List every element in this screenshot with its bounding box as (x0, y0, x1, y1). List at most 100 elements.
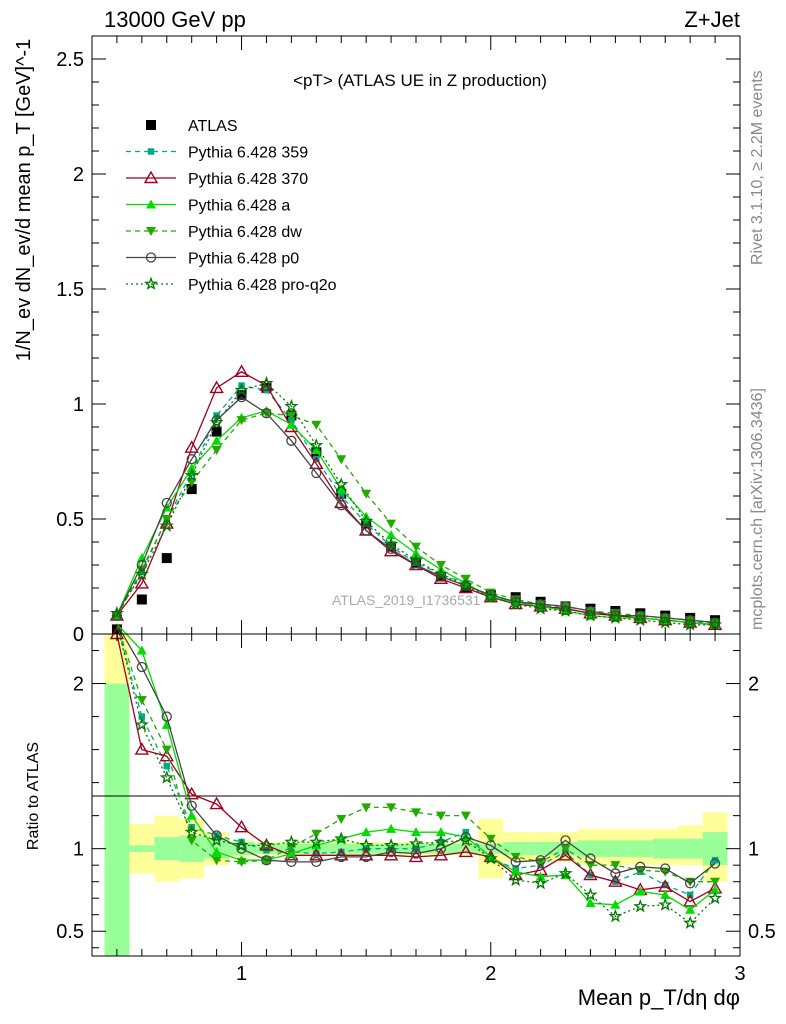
legend-marker-4 (146, 227, 156, 236)
legend-marker-5 (145, 252, 157, 263)
main-point-4-24 (710, 618, 721, 628)
ratio-point-0-24 (711, 856, 719, 864)
main-point-6-3 (184, 467, 199, 482)
legend-marker-6 (143, 276, 159, 290)
ratio-point-1-1 (134, 742, 150, 755)
ratio-point-4-21 (635, 861, 646, 872)
ratio-point-5-3 (184, 824, 199, 839)
energy-label: 13000 GeV pp (104, 7, 246, 32)
ratio-point-1-19 (583, 867, 598, 881)
ratio-point-2-3 (186, 810, 197, 820)
ratio-point-1-10 (358, 847, 374, 861)
main-series-5-line (116, 396, 716, 624)
main-point-6-16 (508, 596, 523, 611)
ratio-point-1-20 (608, 874, 623, 887)
main-point-1-3 (188, 469, 195, 477)
ratio-point-3-3 (186, 836, 197, 846)
ratio-point-0-2 (163, 762, 171, 770)
main-point-6-6 (259, 375, 274, 390)
ratio-ylabel: Ratio to ATLAS (25, 742, 42, 850)
ratio-point-4-24 (709, 858, 721, 869)
main-point-6-14 (458, 578, 473, 592)
ratio-point-5-12 (408, 836, 424, 850)
ratio-xtick-labels: 1 2 3 (236, 963, 746, 985)
ratio-xtick-label-0: 1 (236, 963, 247, 985)
mcplots-label: mcplots.cern.ch [arXiv:1306.3436] (749, 388, 766, 630)
ratio-point-4-10 (361, 851, 372, 863)
main-point-2-4 (209, 380, 224, 394)
ratio-point-5-8 (309, 834, 324, 849)
ratio-point-2-21 (635, 886, 646, 896)
legend: ATLAS Pythia 6.428 359 Pythia 6.428 370 Pyt… (126, 118, 337, 294)
main-ytick-labels: 0 0.5 1 1.5 2 2.5 (56, 49, 84, 646)
ratio-point-2-1 (136, 645, 147, 655)
ratio-point-3-24 (710, 877, 721, 887)
main-point-4-10 (361, 489, 372, 499)
ratio-point-5-24 (707, 890, 723, 905)
ratio-point-5-5 (234, 838, 249, 852)
main-point-4-7 (286, 411, 297, 421)
ratio-point-4-6 (261, 855, 272, 866)
main-ytick-label-2: 1 (73, 394, 84, 416)
main-point-5-8 (311, 467, 322, 479)
legend-label-2: Pythia 6.428 370 (188, 171, 308, 188)
main-series-1-line (116, 384, 716, 624)
ratio-series-5-line (116, 623, 716, 924)
legend-marker-2 (143, 170, 159, 184)
legend-label-0: ATLAS (188, 118, 238, 135)
main-ytick-label-1: 0.5 (56, 509, 84, 531)
ratio-point-5-22 (658, 897, 673, 911)
ratio-point-4-3 (186, 800, 197, 811)
main-point-6-8 (309, 437, 324, 452)
ratio-point-3-9 (336, 814, 347, 824)
stat-band-23 (677, 838, 703, 859)
main-point-6-11 (383, 536, 399, 551)
main-series-2 (109, 364, 723, 630)
ratio-point-4-23 (685, 878, 696, 889)
main-point-4-9 (336, 455, 347, 465)
main-ytick-label-0: 0 (73, 624, 84, 646)
stat-band-14 (453, 843, 479, 854)
main-point-4-13 (435, 561, 446, 570)
ratio-point-1-2 (159, 748, 174, 762)
main-point-3-4 (211, 435, 222, 445)
main-point-5-6 (261, 408, 272, 419)
ratio-point-2-19 (585, 898, 596, 908)
legend-entry-1: Pythia 6.428 359 (126, 145, 308, 162)
ratio-bands (104, 634, 728, 956)
ratio-point-2-7 (286, 848, 297, 858)
ratio-point-3-11 (386, 803, 397, 813)
ratio-point-2-10 (361, 827, 372, 837)
ratio-point-5-20 (608, 908, 623, 923)
stat-band-22 (652, 838, 678, 859)
main-point-2-5 (234, 364, 249, 377)
ratio-point-4-14 (460, 831, 471, 843)
main-point-0-2 (161, 553, 172, 564)
ratio-point-4-7 (286, 856, 297, 868)
main-point-6-18 (558, 603, 573, 617)
ratio-point-3-18 (560, 844, 571, 854)
ratio-point-5-4 (209, 832, 224, 847)
ratio-point-2-16 (510, 866, 521, 876)
main-point-2-3 (184, 440, 199, 453)
ratio-point-4-18 (560, 835, 571, 846)
stat-band-20 (602, 840, 628, 857)
main-point-5-7 (286, 435, 297, 446)
ratio-point-2-4 (211, 846, 222, 856)
ratio-point-3-19 (585, 861, 596, 871)
ratio-ytick-label-1: 1 (73, 839, 84, 861)
ratio-xtick-label-2: 3 (734, 963, 745, 985)
ratio-ticks (91, 634, 741, 956)
main-marks (109, 364, 723, 635)
ratio-point-1-18 (558, 847, 573, 861)
ratio-point-4-22 (660, 863, 671, 874)
ratio-point-2-12 (411, 827, 421, 837)
ratio-ytick-label-right-2: 2 (748, 674, 759, 696)
main-point-6-21 (633, 612, 648, 627)
main-ytick-label-5: 2.5 (56, 49, 84, 71)
ratio-point-2-24 (710, 884, 721, 894)
main-point-0-1 (136, 594, 147, 605)
main-point-5-11 (385, 543, 397, 555)
ratio-point-4-5 (236, 843, 247, 854)
ratio-point-1-9 (334, 847, 349, 861)
